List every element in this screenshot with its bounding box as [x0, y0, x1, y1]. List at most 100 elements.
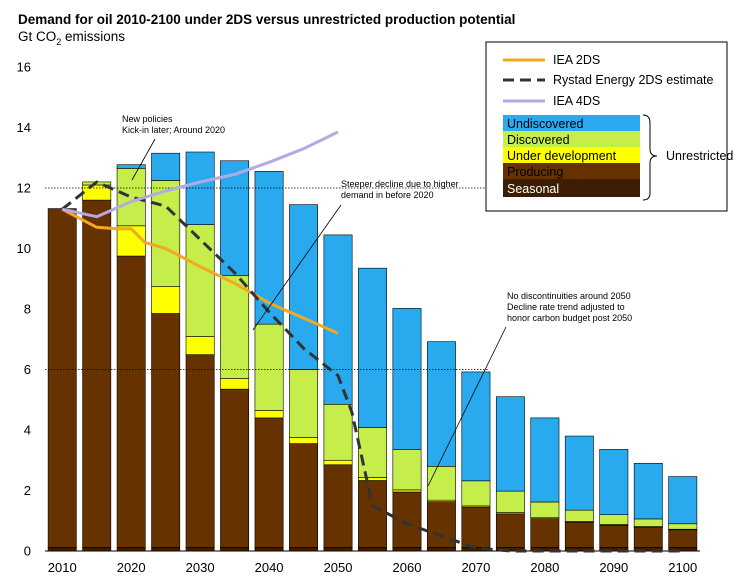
annotation-no-discontinuities-line3: honor carbon budget post 2050	[507, 313, 632, 323]
legend-under-development-swatch	[503, 147, 640, 163]
bar-segment-undiscovered-2080	[530, 417, 560, 503]
legend-seasonal-label: Seasonal	[507, 182, 559, 196]
x-tick-label: 2100	[668, 560, 697, 575]
bar-segment-under-development-2025	[151, 286, 181, 314]
bar-segment-producing-2030	[185, 354, 215, 548]
bar-segment-discovered-2100	[668, 523, 698, 530]
bar-segment-seasonal-2035	[220, 547, 250, 552]
x-tick-label: 2020	[117, 560, 146, 575]
x-tick-label: 2070	[461, 560, 490, 575]
bar-segment-producing-2015	[82, 199, 112, 548]
x-tick-label: 2090	[599, 560, 628, 575]
bar-segment-producing-2035	[220, 388, 250, 548]
bar-segment-producing-2085	[564, 521, 594, 548]
y-tick-label: 16	[17, 60, 31, 75]
bar-segment-undiscovered-2035	[220, 160, 250, 277]
x-tick-label: 2040	[255, 560, 284, 575]
bar-segment-undiscovered-2075	[495, 396, 525, 492]
y-axis-unit-label: Gt CO2 emissions	[18, 29, 125, 47]
bar-segment-undiscovered-2040	[254, 171, 284, 325]
x-tick-label: 2050	[324, 560, 353, 575]
bar-segment-seasonal-2010	[47, 547, 77, 552]
bar-segment-undiscovered-2065	[427, 341, 456, 467]
bar-segment-discovered-2085	[564, 509, 594, 522]
bar-segment-producing-2025	[151, 313, 181, 548]
bar-segment-discovered-2070	[461, 480, 491, 507]
annotation-steeper-decline-line2: demand in before 2020	[341, 190, 434, 200]
bar-segment-seasonal-2050	[323, 547, 353, 552]
y-axis-ticks: 0 2 4 6 8 10 12 14 16	[17, 60, 31, 559]
bar-segment-seasonal-2045	[289, 547, 318, 552]
annotation-steeper-decline-line1: Steeper decline due to higher	[341, 179, 459, 189]
legend-seasonal-swatch	[503, 179, 640, 197]
bar-segment-producing-2045	[289, 443, 318, 548]
bar-segment-undiscovered-2085	[564, 435, 594, 511]
bar-segment-undiscovered-2070	[461, 371, 491, 482]
y-tick-label: 2	[24, 483, 31, 498]
bar-segment-producing-2070	[461, 506, 491, 548]
bar-segment-discovered-2095	[633, 518, 663, 527]
bar-segment-undiscovered-2020	[116, 164, 146, 169]
bar-segment-undiscovered-2025	[151, 152, 181, 181]
y-tick-label: 14	[17, 120, 31, 135]
bar-segment-producing-2100	[668, 529, 698, 548]
bar-segment-discovered-2060	[392, 449, 422, 491]
legend-under-development-label: Under development	[507, 149, 617, 163]
legend-unrestricted-label: Unrestricted	[666, 149, 733, 163]
bar-segment-producing-2040	[254, 417, 284, 548]
legend-rystad-label: Rystad Energy 2DS estimate	[553, 73, 714, 87]
bar-segment-producing-2095	[633, 527, 663, 548]
bar-segment-seasonal-2020	[116, 547, 146, 552]
legend-discovered-label: Discovered	[507, 133, 570, 147]
legend-undiscovered-label: Undiscovered	[507, 117, 583, 131]
x-tick-label: 2080	[530, 560, 559, 575]
bar-segment-undiscovered-2095	[633, 462, 663, 520]
bar-segment-producing-2010	[47, 208, 77, 548]
annotation-new-policies-leader	[131, 138, 156, 181]
annotation-no-discontinuities-line1: No discontinuities around 2050	[507, 291, 631, 301]
bar-segment-undiscovered-2090	[599, 449, 629, 515]
x-tick-label: 2010	[48, 560, 77, 575]
bar-segment-discovered-2065	[427, 465, 456, 501]
legend-iea-4ds-label: IEA 4DS	[553, 94, 600, 108]
bar-segment-undiscovered-2030	[185, 151, 215, 225]
bar-segment-seasonal-2065	[427, 547, 456, 552]
bar-segment-producing-2050	[323, 464, 353, 548]
legend-iea-2ds-label: IEA 2DS	[553, 53, 600, 67]
bar-segment-discovered-2050	[323, 403, 353, 461]
bar-segment-under-development-2055	[358, 477, 387, 481]
bar-segment-undiscovered-2100	[668, 476, 698, 525]
bar-segment-under-development-2045	[289, 437, 318, 444]
y-tick-label: 0	[24, 544, 31, 559]
annotation-no-discontinuities-line2: Decline rate trend adjusted to	[507, 302, 625, 312]
annotation-no-discontinuities-leader	[427, 326, 507, 487]
bar-segment-discovered-2030	[185, 224, 215, 337]
y-tick-label: 4	[24, 423, 31, 438]
bar-segment-discovered-2080	[530, 501, 560, 519]
line-iea-4ds	[61, 130, 339, 219]
bar-segment-seasonal-2060	[392, 547, 422, 552]
bar-segment-discovered-2045	[289, 369, 318, 438]
bar-segment-undiscovered-2060	[392, 308, 422, 450]
line-rystad-energy-2ds-estimate	[61, 180, 683, 553]
legend-undiscovered-swatch	[503, 115, 640, 131]
reference-lines	[45, 187, 488, 370]
y-tick-label: 8	[24, 302, 31, 317]
bar-segment-producing-2020	[116, 255, 146, 548]
bar-segment-seasonal-2040	[254, 547, 284, 552]
annotations: New policies Kick-in later; Around 2020 …	[122, 114, 632, 487]
bar-segment-discovered-2025	[151, 180, 181, 287]
bar-segment-discovered-2035	[220, 275, 250, 379]
x-axis-ticks: 2010 2020 2030 2040 2050 2060 2070 2080 2090 2100	[48, 560, 697, 575]
annotation-new-policies-line2: Kick-in later; Around 2020	[122, 125, 225, 135]
annotation-steeper-decline-leader	[252, 204, 342, 331]
bar-segment-discovered-2090	[599, 514, 629, 525]
legend: IEA 2DS Rystad Energy 2DS estimate IEA 4…	[485, 41, 733, 212]
bar-segment-under-development-2030	[185, 336, 215, 355]
bar-segment-undiscovered-2055	[358, 267, 387, 428]
bar-segment-seasonal-2025	[151, 547, 181, 552]
bar-segment-under-development-2060	[392, 489, 422, 493]
x-tick-label: 2030	[186, 560, 215, 575]
bar-segment-producing-2080	[530, 518, 560, 548]
